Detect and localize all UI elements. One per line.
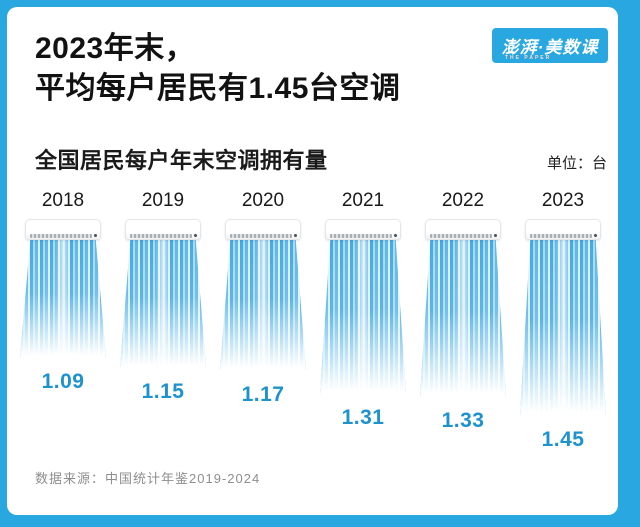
chart-column-2019: 2019 1.15: [113, 189, 213, 452]
ac-vent: [130, 234, 192, 238]
ac-vent: [330, 234, 392, 238]
title-line-2: 平均每户居民有1.45台空调: [35, 72, 401, 105]
chart-column-2020: 2020 1.17: [213, 189, 313, 452]
value-label: 1.15: [141, 380, 185, 403]
unit-label: 单位：台: [546, 155, 607, 172]
ac-indicator-dot: [494, 234, 497, 237]
year-label: 2021: [341, 190, 385, 211]
chart-title: 全国居民每户年末空调拥有量: [35, 148, 328, 173]
air-conditioner-icon: [225, 219, 301, 240]
chart-header: 全国居民每户年末空调拥有量 单位：台: [35, 143, 607, 175]
chart-area: 2018 1.09 2019 1.15 2020 1.17 2021 1.31 2022 1.33…: [13, 189, 613, 452]
chart-column-2023: 2023 1.45: [513, 189, 613, 452]
air-conditioner-icon: [325, 219, 401, 240]
ac-vent: [30, 234, 92, 238]
year-label: 2022: [441, 190, 485, 211]
year-label: 2018: [41, 190, 85, 211]
value-label: 1.33: [441, 409, 485, 432]
airflow-bar: [20, 239, 106, 358]
ac-indicator-dot: [394, 234, 397, 237]
year-label: 2019: [141, 190, 185, 211]
airflow-bar: [220, 239, 306, 371]
ac-vent: [230, 234, 292, 238]
air-conditioner-icon: [425, 219, 501, 240]
value-label: 1.31: [341, 406, 385, 429]
ac-indicator-dot: [94, 234, 97, 237]
infographic-card: 2023年末， 平均每户居民有1.45台空调 澎湃·美数课 THE PAPER …: [7, 7, 618, 515]
ac-vent: [430, 234, 492, 238]
airflow-bar: [420, 239, 506, 397]
brand-logo-subtext: THE PAPER: [505, 55, 552, 61]
air-conditioner-icon: [25, 219, 101, 240]
ac-vent: [530, 234, 592, 238]
brand-logo: 澎湃·美数课 THE PAPER: [492, 28, 608, 63]
page-title: 2023年末， 平均每户居民有1.45台空调: [35, 29, 400, 109]
year-label: 2020: [241, 190, 285, 211]
airflow-bar: [120, 239, 206, 368]
airflow-bar: [320, 239, 406, 394]
airflow-bar: [520, 239, 606, 416]
chart-column-2022: 2022 1.33: [413, 189, 513, 452]
chart-column-2018: 2018 1.09: [13, 189, 113, 452]
title-line-1: 2023年末，: [35, 32, 196, 65]
brand-logo-text: 澎湃·美数课: [501, 38, 599, 57]
ac-indicator-dot: [594, 234, 597, 237]
value-label: 1.45: [541, 428, 585, 451]
air-conditioner-icon: [525, 219, 601, 240]
data-source: 数据来源：中国统计年鉴2019-2024: [35, 471, 261, 486]
chart-column-2021: 2021 1.31: [313, 189, 413, 452]
ac-indicator-dot: [194, 234, 197, 237]
air-conditioner-icon: [125, 219, 201, 240]
year-label: 2023: [541, 190, 585, 211]
ac-indicator-dot: [294, 234, 297, 237]
value-label: 1.17: [241, 383, 285, 406]
value-label: 1.09: [41, 370, 85, 393]
